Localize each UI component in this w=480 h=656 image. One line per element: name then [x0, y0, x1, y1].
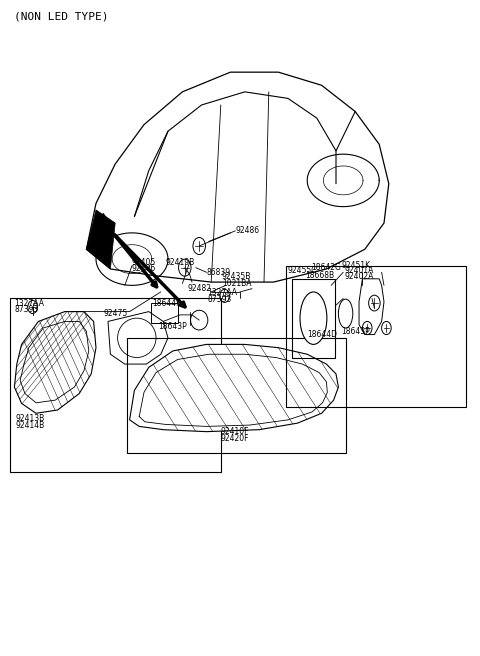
Text: 92414B: 92414B	[15, 420, 45, 430]
Text: 92413B: 92413B	[15, 414, 45, 423]
Text: 18644F: 18644F	[153, 298, 181, 308]
Text: 92402A: 92402A	[345, 272, 374, 281]
Bar	[286, 266, 466, 407]
Polygon shape	[108, 312, 168, 364]
Bar	[151, 303, 178, 323]
Polygon shape	[359, 279, 384, 335]
Text: 87393: 87393	[14, 305, 39, 314]
Text: 92482: 92482	[187, 284, 211, 293]
Text: 92410F: 92410F	[221, 427, 249, 436]
Text: 92451K: 92451K	[342, 261, 371, 270]
Text: 86839: 86839	[206, 268, 230, 277]
Bar	[292, 279, 335, 358]
Polygon shape	[91, 213, 113, 253]
Text: 92475: 92475	[103, 309, 128, 318]
Text: 1327AA: 1327AA	[14, 298, 44, 308]
Text: (NON LED TYPE): (NON LED TYPE)	[14, 12, 109, 22]
Text: 18643P: 18643P	[158, 322, 187, 331]
Text: 92419B: 92419B	[166, 258, 195, 267]
Text: 18668B: 18668B	[305, 271, 334, 280]
Polygon shape	[130, 344, 338, 432]
Text: 92420F: 92420F	[221, 434, 249, 443]
Text: 92455C: 92455C	[287, 266, 316, 275]
Polygon shape	[86, 210, 115, 269]
Ellipse shape	[338, 299, 353, 328]
Text: 18642G: 18642G	[311, 263, 341, 272]
Bar	[127, 338, 346, 453]
Ellipse shape	[118, 318, 156, 358]
Text: 92405: 92405	[132, 258, 156, 267]
Text: 87393: 87393	[207, 295, 232, 304]
Text: 92486: 92486	[235, 226, 259, 236]
Ellipse shape	[300, 292, 327, 344]
Text: 18643P: 18643P	[341, 327, 370, 336]
Ellipse shape	[191, 310, 208, 330]
Text: 18644D: 18644D	[307, 330, 337, 339]
Text: 1327AA: 1327AA	[207, 288, 237, 297]
Bar	[10, 298, 221, 472]
Polygon shape	[14, 312, 96, 413]
Text: 92406: 92406	[132, 264, 156, 274]
Text: 1021BA: 1021BA	[222, 279, 251, 288]
Text: 92435B: 92435B	[222, 272, 251, 281]
Text: 92401A: 92401A	[345, 266, 374, 275]
